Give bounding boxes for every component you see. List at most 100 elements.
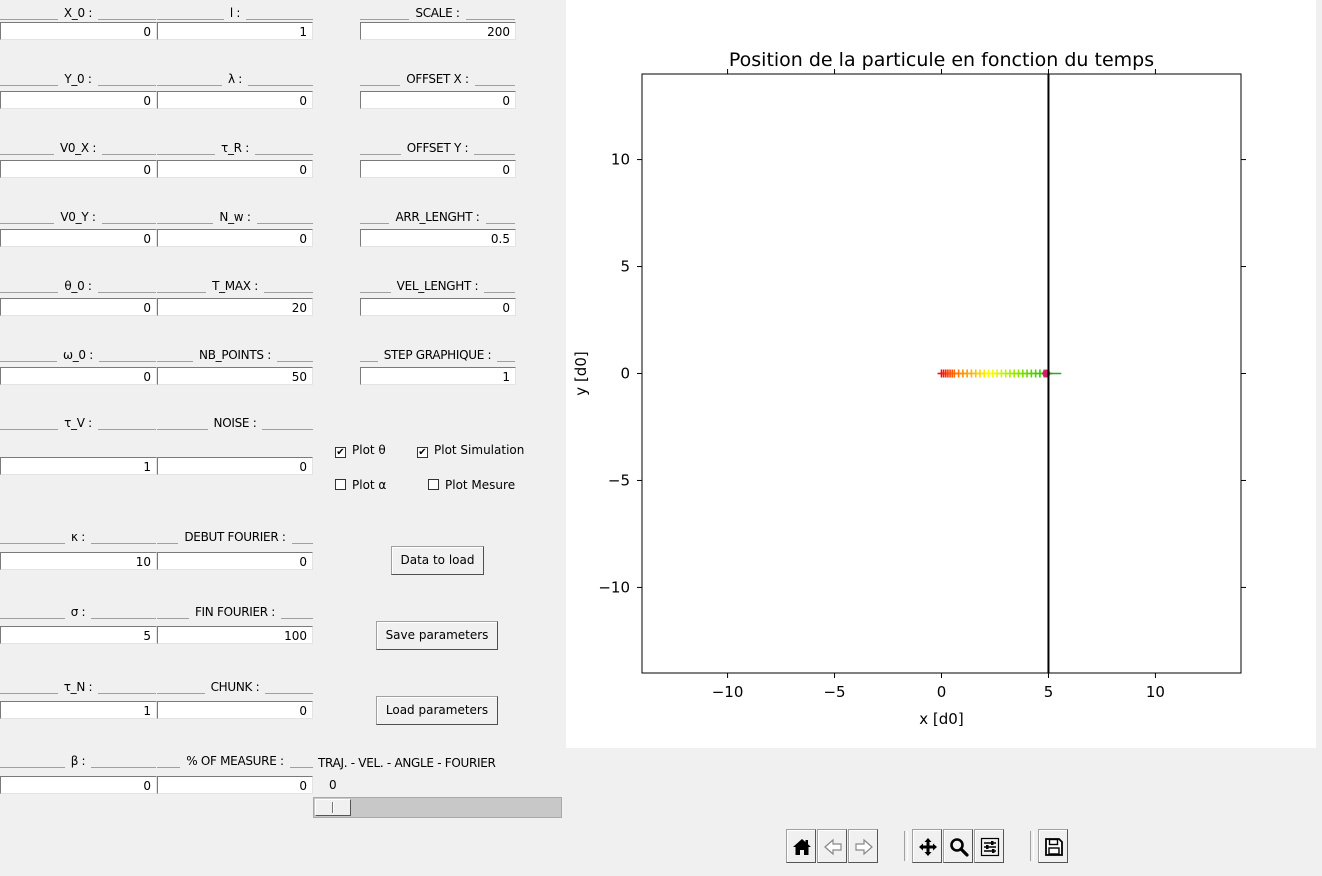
slider-handle-grip [332, 802, 334, 813]
plot-theta-checkbox[interactable]: ✔ Plot θ [335, 441, 386, 459]
noise-label: NOISE : [157, 415, 313, 431]
y-tick-label: −5 [608, 471, 630, 489]
zoom-button[interactable] [943, 829, 973, 863]
debut-fourier-input[interactable]: 0 [157, 552, 313, 570]
label-underline [497, 361, 515, 362]
label-underline [0, 618, 65, 619]
y0-label: Y_0 : [0, 71, 156, 87]
lambda-input[interactable]: 0 [157, 91, 313, 109]
fin-fourier-label: FIN FOURIER : [157, 604, 313, 620]
view-slider[interactable] [313, 797, 562, 818]
l-input[interactable]: 1 [157, 22, 313, 40]
beta-label: β : [0, 753, 156, 769]
label-underline [0, 693, 58, 694]
label-underline [474, 85, 515, 86]
kappa-label: κ : [0, 529, 156, 545]
label-underline [256, 223, 313, 224]
label-underline [0, 223, 55, 224]
plot-simulation-check-box[interactable]: ✔ [417, 447, 428, 458]
x0-input[interactable]: 0 [0, 22, 157, 40]
vel-lenght-label: VEL_LENGHT : [360, 278, 515, 294]
v0x-label: V0_X : [0, 140, 156, 156]
plot-alpha-checkbox[interactable]: Plot α [335, 476, 386, 494]
scale-label: SCALE : [360, 5, 515, 21]
label-underline [360, 154, 401, 155]
label-underline [0, 767, 65, 768]
x-axis-label: x [d0] [919, 710, 963, 728]
kappa-input[interactable]: 10 [0, 552, 157, 570]
n-w-input[interactable]: 0 [157, 229, 313, 247]
y0-input[interactable]: 0 [0, 91, 157, 109]
n-w-label: N_w : [157, 209, 313, 225]
save-figure-button[interactable] [1038, 829, 1068, 863]
plot-alpha-check-box[interactable] [335, 479, 346, 490]
zoom-icon [950, 838, 969, 857]
label-underline [157, 223, 214, 224]
chunk-input[interactable]: 0 [157, 701, 313, 719]
data-to-load-button[interactable]: Data to load [391, 546, 484, 575]
x-tick-label: 5 [1044, 683, 1054, 701]
step-graphique-input[interactable]: 1 [360, 367, 516, 385]
offset-x-input[interactable]: 0 [360, 91, 516, 109]
theta0-input[interactable]: 0 [0, 298, 157, 316]
offset-y-label: OFFSET Y : [360, 140, 515, 156]
label-underline [157, 154, 216, 155]
tau-r-input[interactable]: 0 [157, 160, 313, 178]
configure-subplots-icon [980, 837, 1000, 857]
tau-v-input[interactable]: 1 [0, 457, 157, 475]
label-underline [276, 361, 313, 362]
view-slider-label: TRAJ. - VEL. - ANGLE - FOURIER [318, 756, 496, 770]
home-button[interactable] [786, 829, 816, 863]
y-axis-label: y [d0] [572, 351, 590, 395]
beta-input[interactable]: 0 [0, 776, 157, 794]
tau-n-input[interactable]: 1 [0, 701, 157, 719]
plot-mesure-check-box[interactable] [428, 479, 439, 490]
fin-fourier-input[interactable]: 100 [157, 626, 313, 644]
save-parameters-button[interactable]: Save parameters [376, 621, 498, 650]
tau-v-label: τ_V : [0, 415, 156, 431]
omega0-input[interactable]: 0 [0, 367, 157, 385]
offset-y-input[interactable]: 0 [360, 160, 516, 178]
label-underline [157, 19, 224, 20]
label-underline [157, 85, 222, 86]
home-icon [793, 839, 811, 855]
label-underline [263, 292, 313, 293]
label-underline [360, 361, 378, 362]
vel-lenght-input[interactable]: 0 [360, 298, 516, 316]
plot-simulation-checkbox[interactable]: ✔ Plot Simulation [417, 441, 524, 459]
label-underline [91, 767, 156, 768]
label-underline [360, 19, 410, 20]
back-button[interactable] [817, 829, 847, 863]
pan-button[interactable] [912, 829, 942, 863]
v0y-input[interactable]: 0 [0, 229, 157, 247]
load-parameters-button[interactable]: Load parameters [376, 696, 498, 725]
toolbar-separator [904, 831, 908, 861]
v0y-label: V0_Y : [0, 209, 156, 225]
label-underline [91, 618, 156, 619]
label-underline [289, 767, 313, 768]
noise-input[interactable]: 0 [157, 457, 313, 475]
plot-canvas[interactable]: Position de la particule en fonction du … [566, 0, 1316, 748]
v0x-input[interactable]: 0 [0, 160, 157, 178]
label-underline [157, 693, 205, 694]
label-underline [246, 19, 313, 20]
label-underline [0, 361, 57, 362]
scale-input[interactable]: 200 [360, 22, 516, 40]
label-underline [0, 543, 65, 544]
plot-mesure-checkbox[interactable]: Plot Mesure [428, 476, 515, 494]
back-arrow-icon [824, 838, 842, 856]
plot-theta-check-box[interactable]: ✔ [335, 447, 346, 458]
view-slider-handle[interactable] [315, 799, 351, 816]
arr-lenght-input[interactable]: 0.5 [360, 229, 516, 247]
configure-subplots-button[interactable] [974, 829, 1004, 863]
x-tick-label: 10 [1146, 683, 1165, 701]
label-underline [101, 223, 156, 224]
y-tick-label: −10 [598, 578, 630, 596]
sigma-input[interactable]: 5 [0, 626, 157, 644]
forward-button[interactable] [848, 829, 878, 863]
t-max-input[interactable]: 20 [157, 298, 313, 316]
tau-n-label: τ_N : [0, 679, 156, 695]
pct-measure-input[interactable]: 0 [157, 776, 313, 794]
nb-points-input[interactable]: 50 [157, 367, 313, 385]
label-underline [0, 429, 59, 430]
